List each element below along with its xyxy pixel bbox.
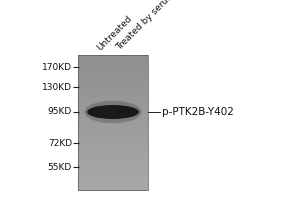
Bar — [78, 91, 148, 94]
Bar — [78, 172, 148, 175]
Bar — [78, 150, 148, 153]
Bar — [78, 116, 148, 119]
Ellipse shape — [87, 105, 139, 119]
Bar — [78, 71, 148, 74]
Bar — [78, 181, 148, 184]
Bar — [78, 111, 148, 114]
Bar — [78, 125, 148, 128]
Bar — [78, 136, 148, 139]
Bar — [78, 109, 148, 112]
Ellipse shape — [84, 101, 142, 123]
Bar — [78, 183, 148, 186]
Bar — [78, 102, 148, 106]
Bar — [78, 66, 148, 70]
Bar — [78, 75, 148, 78]
Bar — [78, 62, 148, 65]
Bar — [78, 68, 148, 72]
Bar — [78, 55, 148, 190]
Bar — [78, 98, 148, 101]
Bar — [78, 176, 148, 180]
Bar — [78, 156, 148, 160]
Bar — [78, 93, 148, 97]
Bar — [78, 55, 148, 58]
Text: 170KD: 170KD — [42, 62, 72, 72]
Bar — [78, 80, 148, 83]
Bar — [78, 107, 148, 110]
Bar — [78, 134, 148, 137]
Bar — [78, 64, 148, 67]
Bar — [78, 129, 148, 132]
Text: Treated by serum: Treated by serum — [115, 0, 177, 52]
Bar — [78, 152, 148, 155]
Bar — [78, 158, 148, 162]
Bar — [78, 145, 148, 148]
Bar — [78, 138, 148, 142]
Bar — [78, 104, 148, 108]
Bar — [78, 118, 148, 121]
Text: 72KD: 72KD — [48, 138, 72, 148]
Bar — [78, 132, 148, 135]
Bar — [78, 147, 148, 150]
Bar — [78, 188, 148, 191]
Bar — [78, 84, 148, 88]
Bar — [78, 114, 148, 117]
Bar — [78, 161, 148, 164]
Bar — [78, 179, 148, 182]
Bar — [78, 89, 148, 92]
Bar — [78, 120, 148, 123]
Bar — [78, 122, 148, 126]
Bar — [78, 165, 148, 168]
Bar — [78, 100, 148, 103]
Bar — [78, 170, 148, 173]
Bar — [78, 174, 148, 178]
Bar — [78, 140, 148, 144]
Text: 55KD: 55KD — [48, 162, 72, 171]
Text: 95KD: 95KD — [48, 108, 72, 116]
Bar — [78, 168, 148, 171]
Bar — [78, 73, 148, 76]
Text: p-PTK2B-Y402: p-PTK2B-Y402 — [162, 107, 234, 117]
Bar — [78, 82, 148, 85]
Bar — [78, 186, 148, 189]
Bar — [78, 57, 148, 60]
Text: Untreated: Untreated — [95, 13, 134, 52]
Bar — [78, 143, 148, 146]
Bar — [78, 96, 148, 99]
Text: 130KD: 130KD — [42, 82, 72, 92]
Bar — [78, 77, 148, 81]
Bar — [78, 60, 148, 63]
Bar — [78, 163, 148, 166]
Bar — [78, 127, 148, 130]
Bar — [78, 154, 148, 157]
Bar — [78, 86, 148, 90]
